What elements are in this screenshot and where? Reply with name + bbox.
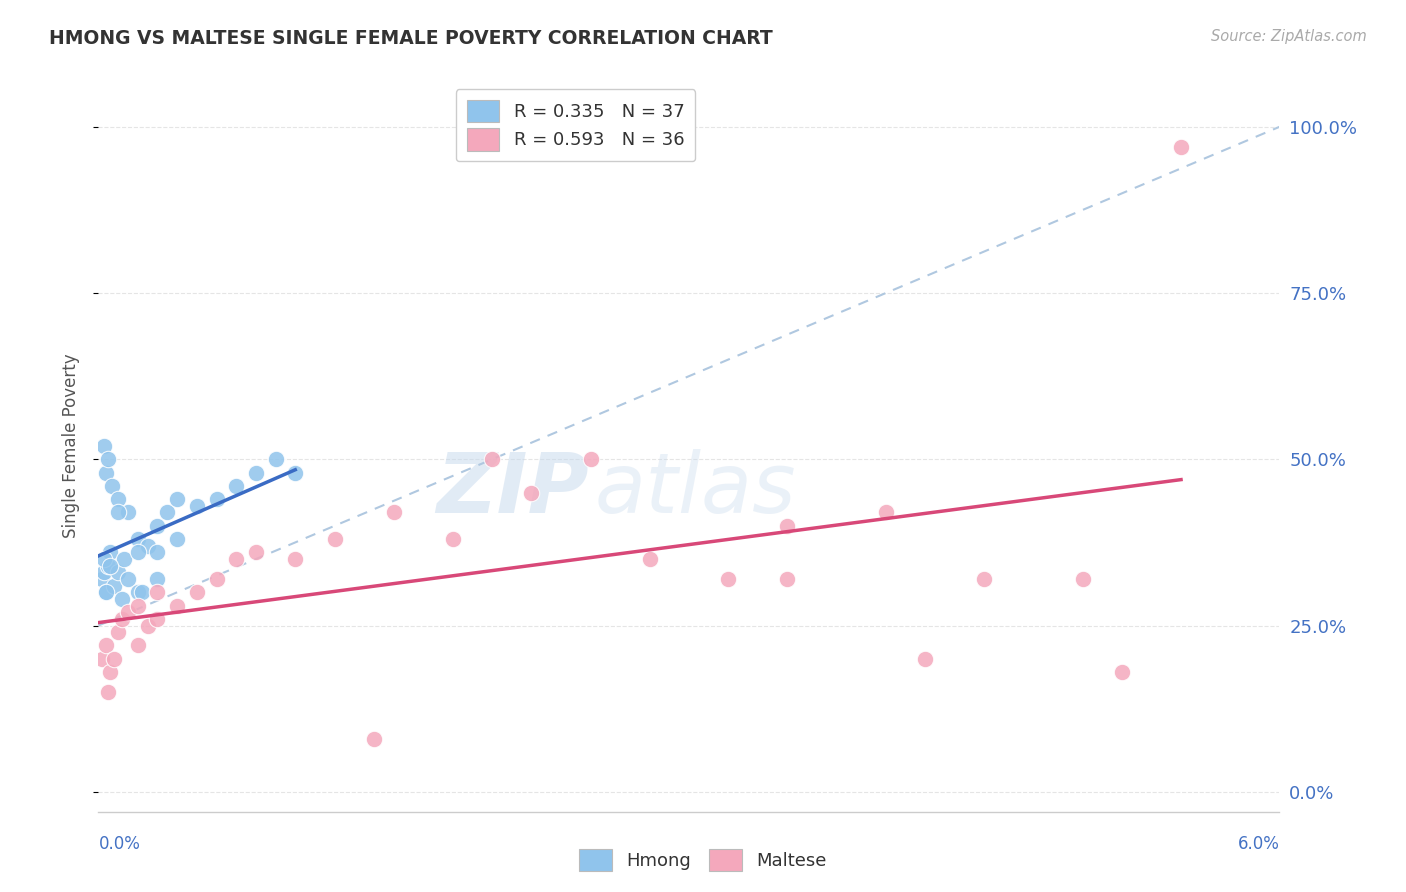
Point — [166, 599, 188, 613]
Point — [245, 466, 267, 480]
Point — [146, 518, 169, 533]
Point — [441, 532, 464, 546]
Point — [103, 579, 125, 593]
Point — [117, 572, 139, 586]
Text: HMONG VS MALTESE SINGLE FEMALE POVERTY CORRELATION CHART: HMONG VS MALTESE SINGLE FEMALE POVERTY C… — [49, 29, 773, 47]
Point — [96, 466, 118, 480]
Point — [127, 599, 149, 613]
Point — [146, 612, 169, 626]
Point — [146, 545, 169, 559]
Point — [914, 652, 936, 666]
Point — [245, 545, 267, 559]
Point — [131, 585, 153, 599]
Point — [111, 591, 134, 606]
Y-axis label: Single Female Poverty: Single Female Poverty — [62, 354, 80, 538]
Point — [481, 452, 503, 467]
Point — [875, 506, 897, 520]
Point — [111, 612, 134, 626]
Point — [363, 731, 385, 746]
Point — [136, 618, 159, 632]
Text: ZIP: ZIP — [436, 450, 589, 531]
Point — [117, 605, 139, 619]
Point — [717, 572, 740, 586]
Point — [225, 479, 247, 493]
Point — [98, 665, 121, 679]
Point — [1111, 665, 1133, 679]
Point — [127, 585, 149, 599]
Point — [186, 499, 208, 513]
Point — [96, 639, 118, 653]
Point — [973, 572, 995, 586]
Point — [127, 545, 149, 559]
Legend: R = 0.335   N = 37, R = 0.593   N = 36: R = 0.335 N = 37, R = 0.593 N = 36 — [456, 89, 695, 161]
Point — [93, 566, 115, 580]
Point — [1170, 140, 1192, 154]
Point — [93, 552, 115, 566]
Point — [136, 539, 159, 553]
Point — [97, 685, 120, 699]
Point — [1071, 572, 1094, 586]
Point — [96, 585, 118, 599]
Point — [776, 518, 799, 533]
Point — [579, 452, 602, 467]
Point — [107, 492, 129, 507]
Point — [146, 572, 169, 586]
Point — [382, 506, 405, 520]
Point — [98, 558, 121, 573]
Point — [264, 452, 287, 467]
Text: atlas: atlas — [595, 450, 796, 531]
Point — [156, 506, 179, 520]
Point — [146, 585, 169, 599]
Point — [205, 492, 228, 507]
Point — [166, 532, 188, 546]
Legend: Hmong, Maltese: Hmong, Maltese — [572, 842, 834, 879]
Point — [97, 452, 120, 467]
Point — [323, 532, 346, 546]
Point — [776, 572, 799, 586]
Point — [127, 532, 149, 546]
Point — [225, 552, 247, 566]
Point — [166, 492, 188, 507]
Point — [107, 566, 129, 580]
Point — [103, 652, 125, 666]
Text: 6.0%: 6.0% — [1237, 835, 1279, 853]
Point — [284, 466, 307, 480]
Point — [98, 545, 121, 559]
Point — [112, 552, 135, 566]
Point — [97, 558, 120, 573]
Point — [96, 585, 118, 599]
Point — [91, 652, 114, 666]
Point — [520, 485, 543, 500]
Text: Source: ZipAtlas.com: Source: ZipAtlas.com — [1211, 29, 1367, 44]
Point — [91, 572, 114, 586]
Point — [186, 585, 208, 599]
Point — [93, 439, 115, 453]
Point — [284, 552, 307, 566]
Text: 0.0%: 0.0% — [98, 835, 141, 853]
Point — [638, 552, 661, 566]
Point — [107, 625, 129, 640]
Point — [101, 479, 124, 493]
Point — [117, 506, 139, 520]
Point — [127, 639, 149, 653]
Point — [205, 572, 228, 586]
Point — [107, 506, 129, 520]
